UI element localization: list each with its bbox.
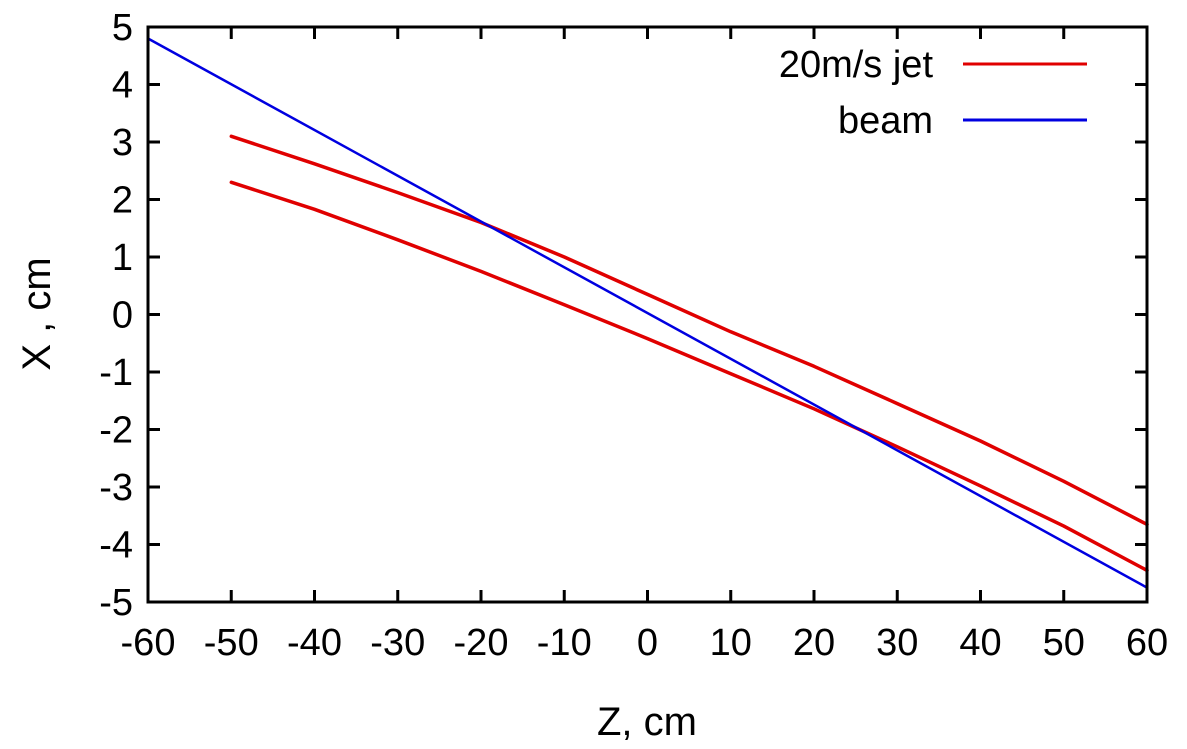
- legend: 20m/s jet beam: [779, 44, 1087, 142]
- y-tick-label: -4: [99, 525, 133, 567]
- x-tick-label: -60: [121, 622, 176, 664]
- y-tick-label: -2: [99, 410, 133, 452]
- x-tick-label: -40: [287, 622, 342, 664]
- x-tick-label: 0: [637, 622, 658, 664]
- y-tick-label: -1: [99, 352, 133, 394]
- y-tick-label: -5: [99, 582, 133, 624]
- legend-label: beam: [838, 100, 933, 142]
- y-tick-label: 5: [112, 7, 133, 49]
- x-tick-label: 20: [793, 622, 835, 664]
- y-tick-label: 3: [112, 122, 133, 164]
- y-tick-label: -3: [99, 467, 133, 509]
- data-series: [146, 37, 1149, 589]
- x-tick-label: 10: [710, 622, 752, 664]
- y-axis-title: X , cm: [15, 257, 59, 370]
- y-tick-label: 0: [112, 295, 133, 337]
- x-tick-label: -30: [370, 622, 425, 664]
- plot-frame: [146, 25, 1149, 604]
- x-tick-label: -50: [204, 622, 259, 664]
- x-tick-label: -20: [454, 622, 509, 664]
- tick-marks: [146, 25, 1149, 604]
- y-tick-label: 4: [112, 65, 133, 107]
- y-tick-label: 1: [112, 237, 133, 279]
- legend-label: 20m/s jet: [779, 44, 934, 86]
- jet-line-1: [229, 180, 1149, 573]
- x-axis-title: Z, cm: [597, 700, 697, 744]
- x-tick-label: 40: [959, 622, 1001, 664]
- x-tick-label: 30: [876, 622, 918, 664]
- beam-line-0: [146, 37, 1149, 589]
- x-tick-label: 60: [1126, 622, 1168, 664]
- x-tick-label: -10: [537, 622, 592, 664]
- jet-line-0: [229, 134, 1149, 527]
- x-tick-label: 50: [1043, 622, 1085, 664]
- y-tick-label: 2: [112, 180, 133, 222]
- tick-labels: -60 -50 -40 -30 -20 -10 0 10 20 30 40 50 60-5-4-3-2-…: [99, 7, 1168, 664]
